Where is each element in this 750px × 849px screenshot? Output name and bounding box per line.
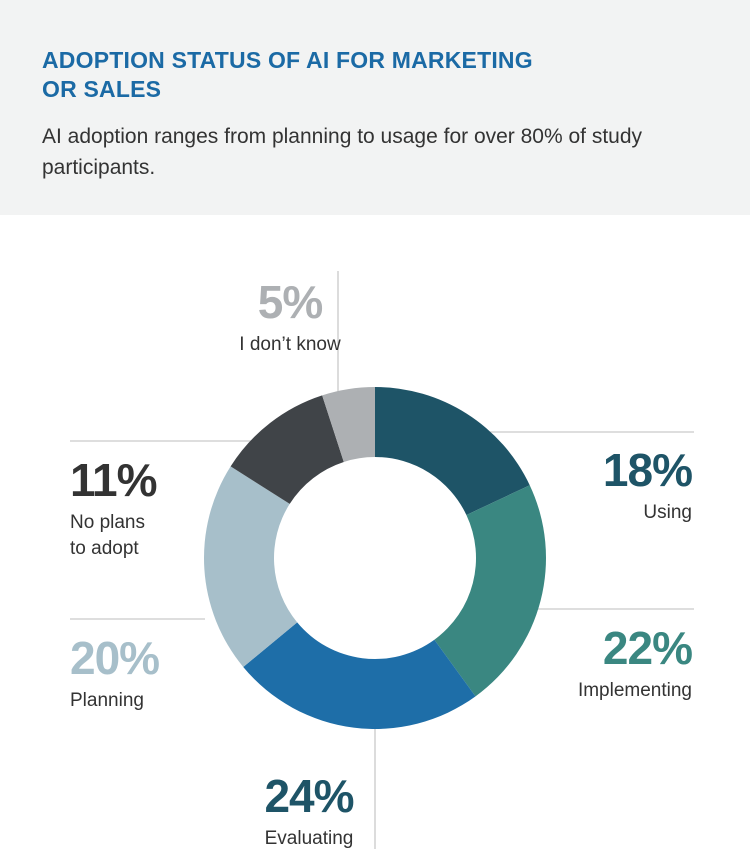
page-subtitle: AI adoption ranges from planning to usag…	[42, 121, 722, 183]
data-label-no-plans-to-adopt: 11%	[70, 454, 157, 506]
category-label-i-don-t-know: I don’t know	[239, 334, 341, 355]
data-label-evaluating: 24%	[264, 770, 353, 822]
header-panel: ADOPTION STATUS OF AI FOR MARKETING OR S…	[0, 0, 750, 215]
subtitle-line-2: participants.	[42, 156, 156, 179]
title-line-1: ADOPTION STATUS OF AI FOR MARKETING	[42, 47, 533, 73]
data-label-i-don-t-know: 5%	[258, 276, 323, 328]
page-title: ADOPTION STATUS OF AI FOR MARKETING OR S…	[42, 46, 682, 104]
category-label-no-plans-to-adopt-line-1: No plans	[70, 512, 145, 533]
title-line-2: OR SALES	[42, 76, 162, 102]
category-label-using: Using	[643, 502, 692, 523]
slice-i-don-t-know	[322, 387, 375, 462]
slice-evaluating	[243, 622, 476, 729]
data-label-planning: 20%	[70, 632, 159, 684]
category-label-evaluating: Evaluating	[265, 828, 354, 849]
slice-implementing	[434, 485, 546, 697]
slice-planning	[203, 466, 298, 667]
category-label-implementing: Implementing	[578, 680, 692, 701]
subtitle-line-1: AI adoption ranges from planning to usag…	[42, 125, 643, 148]
data-label-using: 18%	[603, 444, 692, 496]
data-label-implementing: 22%	[603, 622, 692, 674]
category-label-planning: Planning	[70, 690, 144, 711]
category-label-no-plans-to-adopt-line-2: to adopt	[70, 538, 139, 559]
slice-using	[375, 387, 530, 515]
slice-no-plans-to-adopt	[230, 395, 344, 504]
